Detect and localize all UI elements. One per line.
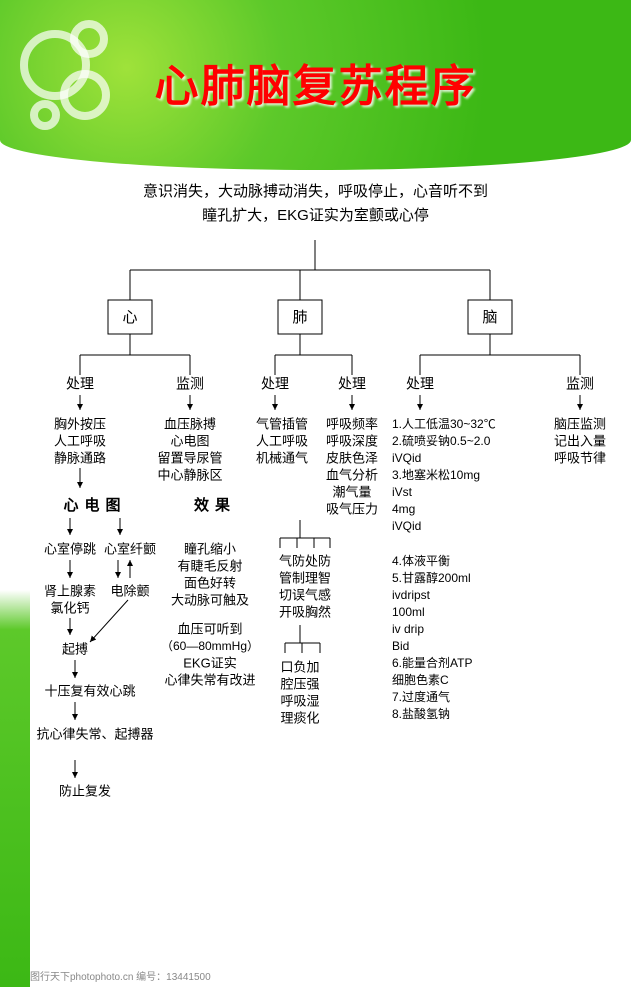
flowchart-svg: 心 肺 脑 处理 监测 胸外按压 人工呼吸 静脉通路 血压脉搏 心电图 留置导尿… [0,230,631,960]
lung-p2-5: 吸气压力 [326,501,378,516]
lung-sub2: 处理 [338,376,366,392]
bp-0: 1.人工低温30~32℃ [392,417,496,431]
intro-line2: 瞳孔扩大，EKG证实为室颤或心停 [0,204,631,228]
bp-4: iVst [392,485,413,499]
bp2-8: 7.过度通气 [392,689,450,704]
ls1-2: 切误气感 [279,587,331,602]
heart-proc-0: 胸外按压 [54,416,106,431]
eff-1: 有睫毛反射 [177,558,242,573]
bp-5: 4mg [392,502,415,516]
ls2-0: 口负加 [280,659,319,674]
heart-box: 心 [122,309,137,326]
bp2-1: 5.甘露醇200ml [392,570,471,585]
heart-mon-1: 心电图 [170,433,209,448]
heart-mon-0: 血压脉搏 [164,416,216,431]
bp2-5: Bid [392,639,409,653]
bp-6: iVQid [392,519,421,533]
brain-sub1: 处理 [406,376,434,392]
ecg-r2: 电除颤 [110,583,149,598]
bp-3: 3.地塞米松10mg [392,467,480,482]
bp2-0: 4.体液平衡 [392,553,450,568]
heart-proc-1: 人工呼吸 [54,433,106,448]
eff-2: 面色好转 [184,575,236,590]
brain-sub2: 监测 [566,376,594,392]
lung-sub1: 处理 [261,376,289,392]
eff2-0: 血压可听到 [177,621,242,636]
bp2-9: 8.盐酸氢钠 [392,706,450,721]
ls2-2: 呼吸湿 [280,693,319,708]
lung-p2-3: 血气分析 [326,467,378,482]
bm-0: 脑压监测 [554,416,606,431]
ecg-label: 心电图 [63,496,126,514]
ecg-right: 心室纤颤 [104,541,156,556]
lung-p2-0: 呼吸频率 [326,416,378,431]
bp2-6: 6.能量合剂ATP [392,655,472,670]
heart-sub1: 处理 [66,376,94,392]
ls2-1: 腔压强 [280,676,319,691]
lung-box: 肺 [292,309,307,326]
ecg-seq-0: 起搏 [62,641,88,656]
bp2-2: ivdripst [392,588,431,602]
bm-2: 呼吸节律 [554,450,606,465]
bm-1: 记出入量 [554,433,606,448]
ecg-seq-1: 十压复有效心跳 [44,683,135,698]
bp2-3: 100ml [392,605,425,619]
heart-mon-2: 留置导尿管 [157,450,222,465]
ecg-l2-0: 肾上腺素 [44,583,96,598]
lung-p-1: 人工呼吸 [256,433,308,448]
page-title: 心肺脑复苏程序 [0,50,631,114]
eff2-3: 心律失常有改进 [164,672,255,687]
ecg-l2-1: 氯化钙 [50,600,89,615]
lung-p2-4: 潮气量 [332,484,371,499]
eff-0: 瞳孔缩小 [184,541,236,556]
ls1-3: 开吸胸然 [279,604,331,619]
eff2-1: （60—80mmHg） [161,639,259,653]
lung-p-2: 机械通气 [256,450,308,465]
brain-box: 脑 [482,309,497,326]
effect-label: 效果 [194,496,236,514]
intro-line1: 意识消失，大动脉搏动消失，呼吸停止，心音听不到 [0,180,631,204]
ecg-seq-2: 抗心律失常、起搏器 [36,726,153,741]
bp-2: iVQid [392,451,421,465]
watermark: 图行天下photophoto.cn 编号：13441500 [30,968,211,983]
lung-p-0: 气管插管 [256,416,308,431]
eff-3: 大动脉可触及 [171,592,249,607]
bp-1: 2.硫喷妥钠0.5~2.0 [392,433,491,448]
eff2-2: EKG证实 [183,655,236,670]
ecg-left: 心室停跳 [44,541,96,556]
ls1-1: 管制理智 [279,570,331,585]
heart-sub2: 监测 [176,376,204,392]
intro-text: 意识消失，大动脉搏动消失，呼吸停止，心音听不到 瞳孔扩大，EKG证实为室颤或心停 [0,180,631,228]
heart-proc-2: 静脉通路 [54,450,106,465]
bp2-4: iv drip [392,622,424,636]
ls2-3: 理痰化 [280,710,319,725]
bp2-7: 细胞色素C [392,673,449,687]
lung-p2-2: 皮肤色泽 [326,450,378,465]
lung-p2-1: 呼吸深度 [326,433,378,448]
heart-mon-3: 中心静脉区 [157,467,222,482]
ls1-0: 气防处防 [279,553,331,568]
ecg-seq-3: 防止复发 [59,783,111,798]
